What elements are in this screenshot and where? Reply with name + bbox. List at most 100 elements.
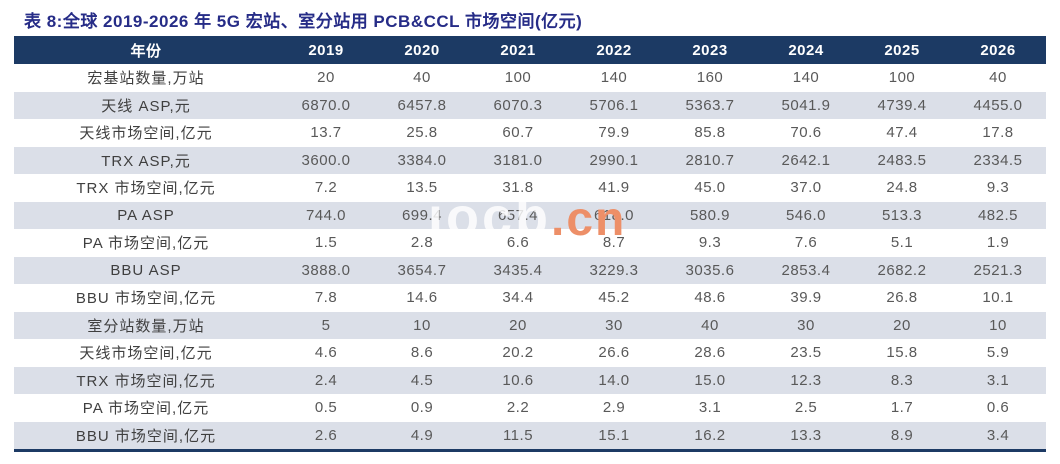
table-row: 天线 ASP,元 6870.0 6457.8 6070.3 5706.1 5363.7 50… <box>14 91 1046 119</box>
value-cell: 2.8 <box>410 234 434 252</box>
value-cell: 47.4 <box>886 124 918 142</box>
value-cell: 2.9 <box>602 399 626 417</box>
value-cell: 17.8 <box>982 124 1014 142</box>
row-label-cell: BBU 市场空间,亿元 <box>75 290 217 308</box>
value-cell: 2853.4 <box>758 256 854 284</box>
value-cell: 7.6 <box>794 234 818 252</box>
header-cell-year: 2022 <box>566 36 662 64</box>
header-row: 年份 2019 2020 2021 2022 2023 2024 2025 2026 <box>14 36 1046 64</box>
value-cell: 45.0 <box>694 179 726 197</box>
value-cell: 5 <box>278 311 374 339</box>
value-cell: 8.9 <box>854 421 950 451</box>
value-cell: 26.8 <box>886 289 918 307</box>
value-cell: 140 <box>600 69 628 87</box>
value-cell: 4.5 <box>374 366 470 394</box>
value-cell: 26.6 <box>598 344 630 362</box>
value-cell: 24.8 <box>886 179 918 197</box>
value-cell: 2.6 <box>278 421 374 451</box>
value-cell: 41.9 <box>598 179 630 197</box>
value-cell: 6457.8 <box>374 91 470 119</box>
table-row: 室分站数量,万站 5 10 20 30 40 30 20 10 <box>14 311 1046 339</box>
value-cell: 14.0 <box>566 366 662 394</box>
value-cell: 30 <box>758 311 854 339</box>
value-cell: 0.6 <box>986 399 1010 417</box>
row-label-cell: PA ASP <box>14 201 278 229</box>
row-label-cell: BBU 市场空间,亿元 <box>14 421 278 451</box>
table-title: 表 8:全球 2019-2026 年 5G 宏站、室分站用 PCB&CCL 市场… <box>24 12 583 31</box>
table-row: PA 市场空间,亿元 0.5 0.9 2.2 2.9 3.1 2.5 1.7 0.6 <box>14 394 1046 422</box>
value-cell: 15.1 <box>566 421 662 451</box>
table-row: 天线市场空间,亿元 13.7 25.8 60.7 79.9 85.8 70.6 47.4 17.… <box>14 119 1046 147</box>
value-cell: 0.9 <box>410 399 434 417</box>
row-label-cell: PA 市场空间,亿元 <box>82 400 210 418</box>
value-cell: 3654.7 <box>374 256 470 284</box>
value-cell: 34.4 <box>502 289 534 307</box>
table-row: BBU ASP 3888.0 3654.7 3435.4 3229.3 3035.6 285… <box>14 256 1046 284</box>
value-cell: 15.8 <box>886 344 918 362</box>
value-cell: 11.5 <box>470 421 566 451</box>
value-cell: 3229.3 <box>566 256 662 284</box>
header-cell-year: 2020 <box>374 36 470 64</box>
value-cell: 60.7 <box>502 124 534 142</box>
value-cell: 13.5 <box>406 179 438 197</box>
value-cell: 20 <box>854 311 950 339</box>
value-cell: 4739.4 <box>854 91 950 119</box>
value-cell: 70.6 <box>790 124 822 142</box>
value-cell: 12.3 <box>758 366 854 394</box>
row-label-cell: 宏基站数量,万站 <box>87 70 205 88</box>
value-cell: 6870.0 <box>278 91 374 119</box>
value-cell: 2682.2 <box>854 256 950 284</box>
table-row: PA ASP 744.0 699.4 657.4 618.0 580.9 546.0 513.… <box>14 201 1046 229</box>
table-row: BBU 市场空间,亿元 7.8 14.6 34.4 45.2 48.6 39.9 26.8 10… <box>14 284 1046 312</box>
value-cell: 100 <box>888 69 916 87</box>
value-cell: 1.7 <box>890 399 914 417</box>
value-cell: 4.6 <box>314 344 338 362</box>
value-cell: 7.2 <box>314 179 338 197</box>
value-cell: 3.1 <box>698 399 722 417</box>
value-cell: 2810.7 <box>662 146 758 174</box>
value-cell: 28.6 <box>694 344 726 362</box>
table-row: PA 市场空间,亿元 1.5 2.8 6.6 8.7 9.3 7.6 5.1 1.9 <box>14 229 1046 257</box>
value-cell: 20.2 <box>502 344 534 362</box>
value-cell: 100 <box>504 69 532 87</box>
header-cell-year: 2021 <box>470 36 566 64</box>
value-cell: 39.9 <box>790 289 822 307</box>
value-cell: 14.6 <box>406 289 438 307</box>
value-cell: 10 <box>374 311 470 339</box>
value-cell: 9.3 <box>986 179 1010 197</box>
value-cell: 3435.4 <box>470 256 566 284</box>
value-cell: 13.7 <box>310 124 342 142</box>
table-container: 年份 2019 2020 2021 2022 2023 2024 2025 2026 宏基站数量… <box>14 36 1046 452</box>
value-cell: 30 <box>566 311 662 339</box>
value-cell: 2.2 <box>506 399 530 417</box>
value-cell: 1.5 <box>314 234 338 252</box>
value-cell: 3888.0 <box>278 256 374 284</box>
value-cell: 0.5 <box>314 399 338 417</box>
table-row: BBU 市场空间,亿元 2.6 4.9 11.5 15.1 16.2 13.3 8.9 3.4 <box>14 421 1046 451</box>
value-cell: 10 <box>950 311 1046 339</box>
value-cell: 45.2 <box>598 289 630 307</box>
table-row: 宏基站数量,万站 20 40 100 140 160 140 100 40 <box>14 64 1046 92</box>
value-cell: 13.3 <box>758 421 854 451</box>
value-cell: 10.1 <box>982 289 1014 307</box>
value-cell: 2521.3 <box>950 256 1046 284</box>
value-cell: 3384.0 <box>374 146 470 174</box>
value-cell: 8.3 <box>854 366 950 394</box>
value-cell: 618.0 <box>566 201 662 229</box>
value-cell: 6.6 <box>506 234 530 252</box>
value-cell: 3035.6 <box>662 256 758 284</box>
value-cell: 20 <box>470 311 566 339</box>
value-cell: 7.8 <box>314 289 338 307</box>
value-cell: 40 <box>662 311 758 339</box>
value-cell: 580.9 <box>662 201 758 229</box>
value-cell: 16.2 <box>662 421 758 451</box>
value-cell: 4.9 <box>374 421 470 451</box>
value-cell: 2642.1 <box>758 146 854 174</box>
value-cell: 48.6 <box>694 289 726 307</box>
value-cell: 657.4 <box>470 201 566 229</box>
header-cell-year: 2026 <box>950 36 1046 64</box>
value-cell: 6070.3 <box>470 91 566 119</box>
table-body: 宏基站数量,万站 20 40 100 140 160 140 100 40 天线 ASP,元 687… <box>14 64 1046 451</box>
table-row: TRX 市场空间,亿元 2.4 4.5 10.6 14.0 15.0 12.3 8.3 3.1 <box>14 366 1046 394</box>
